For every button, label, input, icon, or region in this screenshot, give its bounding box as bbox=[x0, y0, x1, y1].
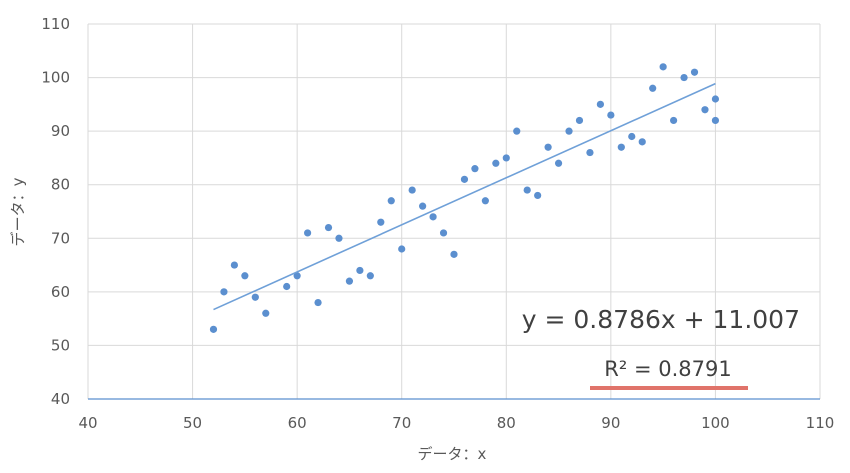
data-point-0-16 bbox=[387, 197, 395, 205]
x-axis-title: データ：x bbox=[418, 445, 487, 463]
data-point-0-27 bbox=[502, 154, 510, 162]
data-point-0-8 bbox=[304, 229, 312, 237]
data-point-0-38 bbox=[617, 143, 625, 151]
data-point-0-17 bbox=[398, 245, 406, 253]
data-point-0-37 bbox=[607, 111, 615, 119]
data-point-0-7 bbox=[293, 272, 301, 280]
data-point-0-43 bbox=[670, 116, 678, 125]
y-tick-label-3: 70 bbox=[51, 229, 70, 247]
y-tick-label-7: 110 bbox=[41, 15, 70, 33]
data-point-0-32 bbox=[554, 159, 563, 167]
r-squared-underline bbox=[590, 386, 748, 390]
data-point-0-3 bbox=[241, 272, 249, 280]
r-squared-label: R² = 0.8791 bbox=[604, 357, 731, 381]
data-point-0-10 bbox=[324, 223, 333, 232]
data-point-0-13 bbox=[356, 266, 364, 275]
data-point-0-35 bbox=[586, 148, 594, 157]
data-point-0-36 bbox=[596, 100, 605, 108]
x-tick-label-3: 70 bbox=[392, 414, 411, 432]
data-point-0-33 bbox=[565, 127, 573, 135]
data-point-0-21 bbox=[439, 229, 448, 237]
trendline bbox=[213, 82, 716, 311]
data-point-0-28 bbox=[513, 127, 521, 135]
gridlines bbox=[87, 23, 821, 400]
data-point-0-23 bbox=[460, 175, 469, 183]
data-point-0-25 bbox=[481, 197, 489, 205]
data-point-0-15 bbox=[377, 218, 385, 226]
y-tick-label-5: 90 bbox=[51, 122, 70, 140]
data-point-0-45 bbox=[690, 68, 699, 76]
y-tick-label-4: 80 bbox=[51, 176, 70, 194]
x-tick-label-2: 60 bbox=[288, 414, 307, 432]
data-point-0-42 bbox=[659, 63, 667, 71]
data-point-0-6 bbox=[283, 282, 291, 291]
x-tick-label-6: 100 bbox=[701, 414, 730, 432]
data-point-0-2 bbox=[230, 261, 238, 269]
y-tick-label-0: 40 bbox=[51, 390, 70, 408]
data-point-0-12 bbox=[345, 277, 354, 285]
data-point-0-41 bbox=[649, 84, 657, 92]
data-point-0-30 bbox=[534, 191, 542, 200]
data-point-0-9 bbox=[314, 298, 322, 307]
data-point-0-24 bbox=[471, 165, 479, 173]
y-axis-title: データ：y bbox=[9, 177, 27, 246]
data-points bbox=[209, 63, 720, 333]
data-point-0-4 bbox=[251, 293, 259, 301]
trendline-equation: y = 0.8786x + 11.007 bbox=[522, 305, 800, 334]
x-tick-label-0: 40 bbox=[78, 414, 97, 432]
data-point-0-29 bbox=[523, 186, 531, 194]
data-point-0-39 bbox=[628, 132, 636, 141]
data-point-0-44 bbox=[680, 73, 688, 82]
data-point-0-1 bbox=[220, 288, 228, 296]
data-point-0-26 bbox=[492, 159, 500, 167]
data-point-0-11 bbox=[335, 234, 343, 242]
data-point-0-47 bbox=[711, 95, 720, 103]
x-tick-label-7: 110 bbox=[806, 414, 835, 432]
data-point-0-48 bbox=[711, 116, 720, 125]
data-point-0-14 bbox=[366, 272, 374, 280]
data-point-0-20 bbox=[429, 213, 437, 221]
y-tick-label-1: 50 bbox=[51, 336, 70, 354]
y-tick-label-6: 100 bbox=[41, 69, 70, 87]
x-tick-labels: 40 50 60 70 80 90 100 110 bbox=[78, 414, 834, 432]
data-point-0-22 bbox=[450, 250, 458, 258]
data-point-0-19 bbox=[419, 202, 427, 210]
x-tick-label-4: 80 bbox=[497, 414, 516, 432]
data-point-0-46 bbox=[701, 106, 709, 114]
data-point-0-40 bbox=[638, 138, 646, 146]
data-point-0-31 bbox=[544, 143, 552, 151]
y-tick-label-2: 60 bbox=[51, 283, 70, 301]
y-tick-labels: 40 50 60 70 80 90 100 110 bbox=[41, 15, 70, 408]
data-point-0-0 bbox=[209, 325, 218, 333]
x-tick-label-1: 50 bbox=[183, 414, 202, 432]
x-tick-label-5: 90 bbox=[601, 414, 620, 432]
data-point-0-18 bbox=[408, 186, 416, 194]
data-point-0-5 bbox=[262, 309, 270, 317]
data-point-0-34 bbox=[575, 116, 584, 125]
